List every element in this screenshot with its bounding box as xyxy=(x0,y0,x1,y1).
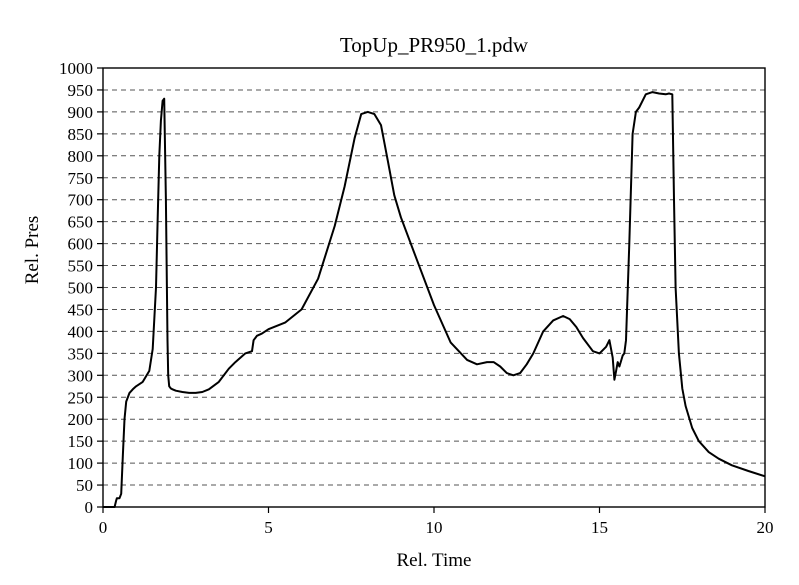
x-tick-label: 0 xyxy=(99,518,108,537)
x-tick-label: 5 xyxy=(264,518,273,537)
y-tick-label: 200 xyxy=(68,410,94,429)
x-tick-label: 20 xyxy=(757,518,774,537)
y-tick-label: 900 xyxy=(68,103,94,122)
chart-title: TopUp_PR950_1.pdw xyxy=(340,33,529,57)
grid-lines xyxy=(103,89,765,486)
x-axis-label: Rel. Time xyxy=(397,550,472,571)
y-tick-label: 300 xyxy=(68,366,94,385)
y-tick-label: 500 xyxy=(68,279,94,298)
y-tick-label: 50 xyxy=(76,476,93,495)
y-tick-label: 650 xyxy=(68,213,94,232)
x-tick-label: 10 xyxy=(426,518,443,537)
y-tick-label: 350 xyxy=(68,344,94,363)
y-tick-label: 700 xyxy=(68,191,94,210)
y-tick-label: 950 xyxy=(68,81,94,100)
y-tick-label: 100 xyxy=(68,454,94,473)
y-tick-label: 1000 xyxy=(59,59,93,78)
y-tick-label: 800 xyxy=(68,147,94,166)
y-tick-label: 850 xyxy=(68,125,94,144)
y-tick-label: 400 xyxy=(68,322,94,341)
y-tick-label: 0 xyxy=(85,498,94,517)
x-tick-label: 15 xyxy=(591,518,608,537)
y-tick-label: 150 xyxy=(68,432,94,451)
y-tick-label: 450 xyxy=(68,300,94,319)
y-tick-label: 750 xyxy=(68,169,94,188)
series-layer xyxy=(103,91,766,508)
y-axis-label: Rel. Pres xyxy=(22,216,43,285)
y-tick-label: 600 xyxy=(68,235,94,254)
pressure-series-line xyxy=(103,91,766,508)
y-tick-label: 250 xyxy=(68,388,94,407)
y-tick-label: 550 xyxy=(68,257,94,276)
axis-ticks: 0501001502002503003504004505005506006507… xyxy=(59,59,774,537)
